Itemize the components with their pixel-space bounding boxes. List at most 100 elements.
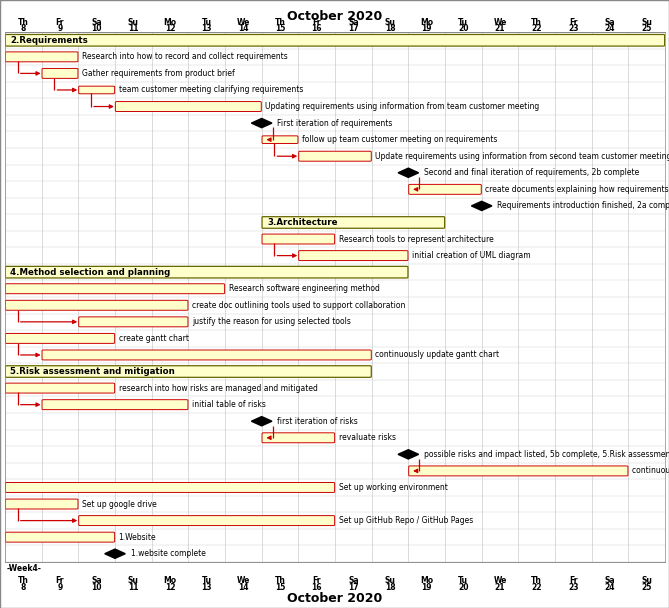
Text: We: We [493,576,506,585]
Text: Tu: Tu [201,576,211,585]
Text: Fr: Fr [569,18,577,27]
Text: create doc outlining tools used to support collaboration: create doc outlining tools used to suppo… [192,301,405,310]
Text: 21: 21 [495,24,505,33]
Text: team customer meeting clarifying requirements: team customer meeting clarifying require… [118,86,303,94]
Text: justify the reason for using selected tools: justify the reason for using selected to… [192,317,351,326]
Text: Fr: Fr [569,576,577,585]
Text: Sa: Sa [92,576,102,585]
Text: 1.website complete: 1.website complete [130,549,205,558]
Text: 10: 10 [92,583,102,592]
Text: 22: 22 [531,24,542,33]
Text: Tu: Tu [458,18,468,27]
Polygon shape [398,450,419,459]
Text: Gather requirements from product brief: Gather requirements from product brief [82,69,235,78]
Text: We: We [237,18,250,27]
Text: October 2020: October 2020 [287,10,382,23]
Text: 10: 10 [92,24,102,33]
Text: Mo: Mo [420,18,434,27]
Text: Tu: Tu [201,18,211,27]
FancyBboxPatch shape [5,35,664,46]
Text: Mo: Mo [163,576,177,585]
Polygon shape [398,168,419,178]
Text: -Week4-: -Week4- [7,564,42,573]
Text: 24: 24 [605,583,615,592]
Text: 11: 11 [128,583,138,592]
FancyBboxPatch shape [298,151,371,161]
Text: Second and final iteration of requirements, 2b complete: Second and final iteration of requiremen… [424,168,640,178]
Text: Research tools to represent architecture: Research tools to represent architecture [339,235,494,244]
Text: 22: 22 [531,583,542,592]
Text: 12: 12 [165,583,175,592]
Polygon shape [472,201,492,210]
Text: continuously update gantt chart: continuously update gantt chart [375,350,500,359]
Text: Set up google drive: Set up google drive [82,500,157,508]
FancyBboxPatch shape [42,69,78,78]
Text: 3.Architecture: 3.Architecture [267,218,338,227]
Text: Set up working environment: Set up working environment [339,483,448,492]
Text: 20: 20 [458,583,468,592]
Text: 16: 16 [311,24,322,33]
Polygon shape [105,549,125,558]
Text: Set up GitHub Repo / GitHub Pages: Set up GitHub Repo / GitHub Pages [339,516,473,525]
Text: 13: 13 [201,583,212,592]
Text: 23: 23 [568,583,579,592]
Text: 14: 14 [238,583,249,592]
Text: Sa: Sa [605,18,615,27]
FancyBboxPatch shape [42,350,371,360]
FancyBboxPatch shape [262,136,298,143]
FancyBboxPatch shape [115,102,262,111]
Text: 16: 16 [311,583,322,592]
FancyBboxPatch shape [262,433,334,443]
Text: Updating requirements using information from team customer meeting: Updating requirements using information … [266,102,540,111]
Text: revaluate risks: revaluate risks [339,434,395,442]
Text: Fr: Fr [56,576,64,585]
Text: Research into how to record and collect requirements: Research into how to record and collect … [82,52,288,61]
Text: Th: Th [531,576,542,585]
Text: 18: 18 [385,24,395,33]
Text: Research software engineering method: Research software engineering method [229,284,379,293]
Text: First iteration of requirements: First iteration of requirements [278,119,393,128]
Text: 8: 8 [21,583,26,592]
Text: Su: Su [385,18,395,27]
Text: first iteration of risks: first iteration of risks [278,416,358,426]
Text: initial table of risks: initial table of risks [192,400,266,409]
Text: continuously update and review risks: continuously update and review risks [632,466,669,475]
Text: Th: Th [18,18,29,27]
Text: Su: Su [385,576,395,585]
Text: Su: Su [128,18,138,27]
Text: create gantt chart: create gantt chart [118,334,189,343]
Text: 19: 19 [421,24,432,33]
Text: Fr: Fr [312,18,321,27]
Text: Update requirements using information from second team customer meeting: Update requirements using information fr… [375,152,669,161]
FancyBboxPatch shape [262,234,334,244]
Text: 13: 13 [201,24,212,33]
FancyBboxPatch shape [5,532,114,542]
Polygon shape [252,119,272,128]
Text: 12: 12 [165,24,175,33]
FancyBboxPatch shape [5,52,78,62]
Text: 5.Risk assessment and mitigation: 5.Risk assessment and mitigation [11,367,175,376]
FancyBboxPatch shape [409,466,628,476]
Text: 23: 23 [568,24,579,33]
Text: Mo: Mo [163,18,177,27]
Text: We: We [493,18,506,27]
Text: 18: 18 [385,583,395,592]
Polygon shape [252,416,272,426]
Text: 25: 25 [642,583,652,592]
FancyBboxPatch shape [79,317,188,327]
FancyBboxPatch shape [5,383,114,393]
FancyBboxPatch shape [5,366,371,378]
Text: Su: Su [641,576,652,585]
Text: research into how risks are managed and mitigated: research into how risks are managed and … [118,384,318,393]
Text: Sa: Sa [92,18,102,27]
Text: 17: 17 [348,583,359,592]
Text: Sa: Sa [348,18,359,27]
Text: 8: 8 [21,24,26,33]
Text: Tu: Tu [458,576,468,585]
FancyBboxPatch shape [79,86,114,94]
Text: 24: 24 [605,24,615,33]
FancyBboxPatch shape [79,516,334,525]
Text: 9: 9 [58,583,63,592]
Text: initial creation of UML diagram: initial creation of UML diagram [412,251,531,260]
Text: October 2020: October 2020 [287,592,382,605]
